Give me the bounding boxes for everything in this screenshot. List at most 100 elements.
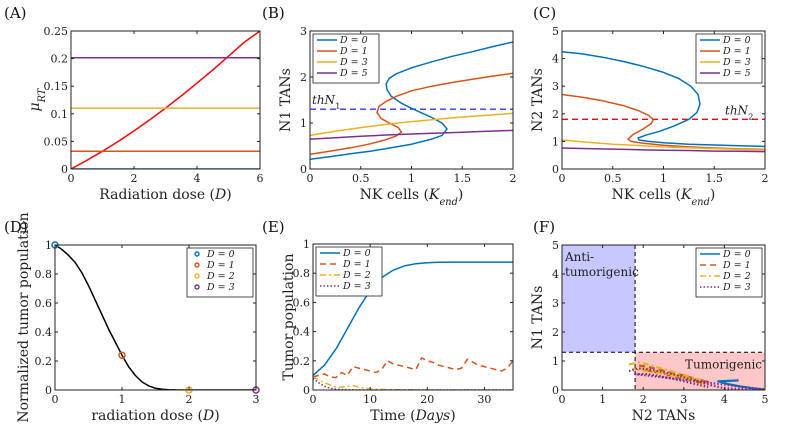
y-tick-label: 3: [552, 80, 559, 93]
x-tick-label: 20: [420, 393, 434, 406]
x-axis-label: Time (Days): [370, 408, 455, 424]
legend-box: [312, 33, 380, 84]
anti-tumorigenic-label: Anti-: [564, 250, 594, 264]
x-tick-label: 0: [307, 172, 314, 185]
y-tick-label: 0.2: [35, 355, 53, 368]
legend-label: D = 1: [206, 260, 235, 271]
y-axis-label: μRT: [27, 87, 48, 111]
x-tick-label: 6: [257, 172, 264, 185]
y-tick-label: 0.8: [35, 268, 53, 281]
legend-label: D = 2: [722, 271, 751, 282]
legend-label: D = 3: [722, 282, 751, 293]
threshold-label: thN2: [725, 103, 753, 121]
y-axis-label: Tumor population: [281, 254, 297, 381]
x-tick-label: 0: [68, 172, 75, 185]
x-tick-label: 1.5: [706, 172, 724, 185]
x-axis-label: NK cells (Kend): [360, 187, 464, 208]
y-tick-label: 1: [45, 239, 52, 252]
y-tick-label: 0.6: [293, 296, 311, 309]
y-tick-label: 0.2: [293, 355, 311, 368]
y-tick-label: 1: [303, 238, 310, 251]
y-tick-label: 0: [552, 163, 559, 176]
legend-box: [695, 33, 763, 84]
tumorigenic-label: Tumorigenic: [685, 357, 762, 371]
y-tick-label: 0.8: [293, 267, 311, 280]
series-line-d-0: [313, 261, 513, 376]
legend-label: D = 3: [339, 57, 368, 68]
x-tick-label: 0: [559, 172, 566, 185]
x-tick-label: 2: [640, 393, 647, 406]
y-axis-label: N1 TANs: [278, 68, 294, 132]
series-group: [310, 41, 513, 161]
legend-label: D = 5: [339, 68, 368, 79]
x-tick-label: 1: [599, 393, 606, 406]
x-tick-label: 0: [310, 393, 317, 406]
y-tick-label: 5: [552, 239, 559, 252]
legend-label: D = 0: [722, 249, 751, 260]
y-tick-label: 1: [300, 117, 307, 130]
axes-box: [54, 244, 257, 391]
axes-box: [70, 30, 261, 170]
legend-label: D = 0: [342, 248, 371, 259]
panel-f: (F) 0 1 2 3 4 5 0 1 2 3 4 5 N2 TANs N1 TANs Anti-tumori…: [530, 218, 769, 424]
legend-box: [315, 246, 383, 297]
series-group: [562, 50, 765, 153]
y-tick-label: 2: [300, 71, 307, 84]
panel-label: (B): [262, 4, 285, 22]
x-tick-label: 2: [186, 393, 193, 406]
legend-label: D = 1: [339, 46, 368, 57]
y-tick-label: 2: [552, 108, 559, 121]
y-tick-label: 0: [552, 384, 559, 397]
panel-label: (C): [533, 4, 556, 22]
panel-e: (E) 0 10 20 30 0 0.2 0.4 0.6 0.8 1 Time (Days) Tumor…: [262, 218, 514, 424]
panel-label: (F): [533, 218, 555, 236]
x-tick-label: 10: [363, 393, 377, 406]
x-tick-label: 0.5: [352, 172, 370, 185]
y-tick-label: 3: [552, 297, 559, 310]
x-tick-label: 1: [119, 393, 126, 406]
x-axis-label: radiation dose (D): [91, 408, 219, 424]
x-tick-label: 2: [131, 172, 138, 185]
legend: D = 0D = 1D = 2D = 3: [186, 247, 254, 298]
series-line-d-3: [310, 112, 513, 137]
panel-label: (A): [4, 4, 27, 22]
x-tick-label: 4: [194, 172, 201, 185]
x-axis-label: N2 TANs: [632, 408, 696, 424]
panel-label: (D): [4, 218, 28, 236]
anti-tumorigenic-region: [562, 245, 636, 353]
y-tick-label: 0.2: [51, 53, 69, 66]
y-tick-label: 0.15: [44, 80, 69, 93]
series-line-d-3: [628, 367, 765, 390]
y-tick-label: 2: [552, 326, 559, 339]
y-tick-label: 0: [45, 384, 52, 397]
series-line-d-1: [310, 72, 513, 156]
y-tick-label: 3: [300, 25, 307, 38]
panel-c: (C) thN2 0 0.5 1 1.5 2 0 1 2 3 4 5 NK cells (Kend) N2 …: [530, 4, 769, 208]
legend-marker: [194, 273, 200, 279]
legend-label: D = 5: [722, 68, 751, 79]
panel-b: (B) thN1 0 0.5 1 1.5 2 0 1 2 3 NK cells (Kend) N1 TA…: [262, 4, 517, 208]
y-tick-label: 0.4: [35, 326, 53, 339]
anti-tumorigenic-label: tumorigenic: [565, 265, 639, 279]
legend: D = 0D = 1D = 2D = 3: [315, 246, 383, 297]
y-tick-label: 1: [552, 355, 559, 368]
legend-marker: [194, 251, 200, 257]
y-axis-label: Normalized tumor population: [16, 212, 32, 422]
legend: D = 0D = 1D = 3D = 5: [312, 33, 380, 84]
x-tick-label: 0.5: [604, 172, 622, 185]
series-line-d-2: [628, 361, 707, 386]
panel-d: (D) 0 1 2 3 0 0.2 0.4 0.6 0.8 1 radiation dose (D) N…: [4, 212, 260, 424]
y-tick-label: 0.6: [35, 297, 53, 310]
legend-label: D = 0: [206, 249, 235, 260]
series-group: [562, 245, 765, 390]
x-tick-label: 1: [408, 172, 415, 185]
x-axis-label: Radiation dose (D): [99, 187, 231, 203]
legend-label: D = 3: [722, 57, 751, 68]
legend-label: D = 0: [339, 35, 368, 46]
x-tick-label: 3: [680, 393, 687, 406]
panel-a: (A) 0 2 4 6 0 0.05 0.1 0.15 0.2 0.25 Radiation dose…: [4, 4, 264, 203]
legend-label: D = 1: [722, 46, 751, 57]
y-tick-label: 5: [552, 25, 559, 38]
series-line-d-0: [562, 50, 765, 148]
